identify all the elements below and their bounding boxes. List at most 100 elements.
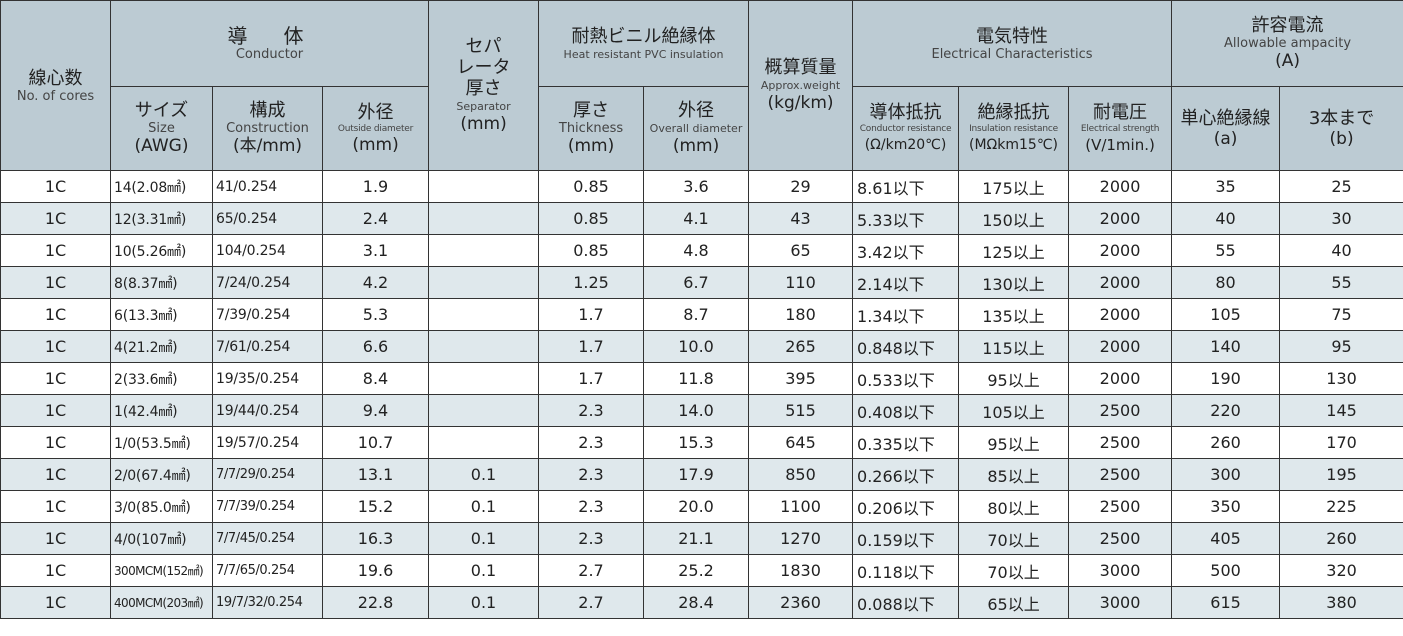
cell-size: 4/0(107㎟) xyxy=(110,522,213,555)
cell-weight: 110 xyxy=(748,266,854,299)
cell-electrical-strength: 2000 xyxy=(1068,202,1173,235)
cell-ampacity-single: 300 xyxy=(1171,458,1281,491)
cell-size: 2/0(67.4㎟) xyxy=(110,458,213,491)
header-outside-diameter: 外径 Outside diameter (mm) xyxy=(321,86,430,171)
cell-outside-diameter: 16.3 xyxy=(321,522,430,555)
cell-conductor-resistance: 0.408以下 xyxy=(852,394,960,427)
cell-ampacity-single: 35 xyxy=(1171,170,1281,203)
cell-electrical-strength: 2500 xyxy=(1068,490,1173,523)
header-size: サイズ Size (AWG) xyxy=(110,86,213,171)
cell-insulation-resistance: 95以上 xyxy=(958,362,1070,395)
cell-overall-diameter: 4.8 xyxy=(643,234,750,267)
cell-weight: 29 xyxy=(748,170,854,203)
cell-thickness: 2.3 xyxy=(538,394,645,427)
cell-size: 3/0(85.0㎟) xyxy=(110,490,213,523)
cell-separator: 0.1 xyxy=(428,490,540,523)
header-construction: 構成 Construction (本/mm) xyxy=(212,86,323,171)
cell-size: 8(8.37㎟) xyxy=(110,266,213,299)
cell-outside-diameter: 15.2 xyxy=(321,490,430,523)
cell-size: 1/0(53.5㎟) xyxy=(110,426,213,459)
cell-conductor-resistance: 5.33以下 xyxy=(852,202,960,235)
cell-separator: 0.1 xyxy=(428,586,540,619)
cell-electrical-strength: 2000 xyxy=(1068,234,1173,267)
table-row: 1C 8(8.37㎟) 7/24/0.254 4.2 1.25 6.7 110 2.14以下 1… xyxy=(0,266,1403,299)
cell-size: 14(2.08㎟) xyxy=(110,170,213,203)
cell-overall-diameter: 25.2 xyxy=(643,554,750,587)
cell-thickness: 0.85 xyxy=(538,234,645,267)
cell-outside-diameter: 5.3 xyxy=(321,298,430,331)
cell-cores: 1C xyxy=(0,234,111,267)
header-cores: 線心数 No. of cores xyxy=(0,0,111,171)
cell-size: 6(13.3㎟) xyxy=(110,298,213,331)
cell-outside-diameter: 3.1 xyxy=(321,234,430,267)
cell-separator: 0.1 xyxy=(428,458,540,491)
cell-insulation-resistance: 150以上 xyxy=(958,202,1070,235)
cell-overall-diameter: 10.0 xyxy=(643,330,750,363)
cell-size: 2(33.6㎟) xyxy=(110,362,213,395)
cell-separator xyxy=(428,234,540,267)
cell-thickness: 2.3 xyxy=(538,490,645,523)
cell-conductor-resistance: 0.533以下 xyxy=(852,362,960,395)
cell-insulation-resistance: 70以上 xyxy=(958,554,1070,587)
cell-electrical-strength: 2500 xyxy=(1068,394,1173,427)
table-header: 線心数 No. of cores 導 体 Conductor セパ レータ 厚さ… xyxy=(0,0,1403,171)
cell-thickness: 2.3 xyxy=(538,426,645,459)
cell-overall-diameter: 28.4 xyxy=(643,586,750,619)
cell-weight: 180 xyxy=(748,298,854,331)
cell-ampacity-single: 405 xyxy=(1171,522,1281,555)
cell-ampacity-three: 25 xyxy=(1279,170,1403,203)
header-insulation-resistance: 絶縁抵抗 Insulation resistance (MΩkm15℃) xyxy=(958,86,1070,171)
cell-ampacity-three: 260 xyxy=(1279,522,1403,555)
cell-construction: 7/39/0.254 xyxy=(212,298,323,331)
cell-separator xyxy=(428,298,540,331)
cell-cores: 1C xyxy=(0,298,111,331)
cell-conductor-resistance: 8.61以下 xyxy=(852,170,960,203)
cell-outside-diameter: 2.4 xyxy=(321,202,430,235)
cell-insulation-resistance: 85以上 xyxy=(958,458,1070,491)
cell-insulation-resistance: 130以上 xyxy=(958,266,1070,299)
table-row: 1C 10(5.26㎟) 104/0.254 3.1 0.85 4.8 65 3.42以下 12… xyxy=(0,234,1403,267)
cell-outside-diameter: 9.4 xyxy=(321,394,430,427)
cell-insulation-resistance: 125以上 xyxy=(958,234,1070,267)
cell-overall-diameter: 14.0 xyxy=(643,394,750,427)
cell-ampacity-single: 80 xyxy=(1171,266,1281,299)
cell-separator: 0.1 xyxy=(428,522,540,555)
cell-cores: 1C xyxy=(0,394,111,427)
cell-weight: 1830 xyxy=(748,554,854,587)
cell-separator xyxy=(428,426,540,459)
cell-cores: 1C xyxy=(0,490,111,523)
table-row: 1C 1/0(53.5㎟) 19/57/0.254 10.7 2.3 15.3 645 0.3… xyxy=(0,426,1403,459)
cell-ampacity-three: 145 xyxy=(1279,394,1403,427)
header-insulation: 耐熱ビニル絶縁体 Heat resistant PVC insulation xyxy=(538,0,750,87)
cable-spec-table: 線心数 No. of cores 導 体 Conductor セパ レータ 厚さ… xyxy=(0,0,1403,619)
cell-thickness: 1.7 xyxy=(538,298,645,331)
cell-cores: 1C xyxy=(0,458,111,491)
cell-thickness: 0.85 xyxy=(538,170,645,203)
cell-outside-diameter: 13.1 xyxy=(321,458,430,491)
cell-thickness: 1.7 xyxy=(538,330,645,363)
cell-overall-diameter: 3.6 xyxy=(643,170,750,203)
cell-overall-diameter: 4.1 xyxy=(643,202,750,235)
cell-construction: 7/7/45/0.254 xyxy=(212,522,323,555)
cell-ampacity-single: 40 xyxy=(1171,202,1281,235)
cell-size: 12(3.31㎟) xyxy=(110,202,213,235)
cell-separator xyxy=(428,202,540,235)
cell-separator xyxy=(428,394,540,427)
cell-thickness: 1.25 xyxy=(538,266,645,299)
cell-separator xyxy=(428,362,540,395)
cell-electrical-strength: 2500 xyxy=(1068,458,1173,491)
cell-conductor-resistance: 0.848以下 xyxy=(852,330,960,363)
cell-cores: 1C xyxy=(0,362,111,395)
cell-electrical-strength: 3000 xyxy=(1068,554,1173,587)
cell-ampacity-single: 140 xyxy=(1171,330,1281,363)
cell-ampacity-three: 130 xyxy=(1279,362,1403,395)
cell-ampacity-three: 95 xyxy=(1279,330,1403,363)
cell-cores: 1C xyxy=(0,170,111,203)
cell-thickness: 1.7 xyxy=(538,362,645,395)
cell-ampacity-three: 170 xyxy=(1279,426,1403,459)
cell-conductor-resistance: 2.14以下 xyxy=(852,266,960,299)
cell-cores: 1C xyxy=(0,586,111,619)
cell-size: 300MCM(152㎟) xyxy=(110,554,213,587)
header-conductor-resistance: 導体抵抗 Conductor resistance (Ω/km20℃) xyxy=(852,86,960,171)
cell-weight: 645 xyxy=(748,426,854,459)
